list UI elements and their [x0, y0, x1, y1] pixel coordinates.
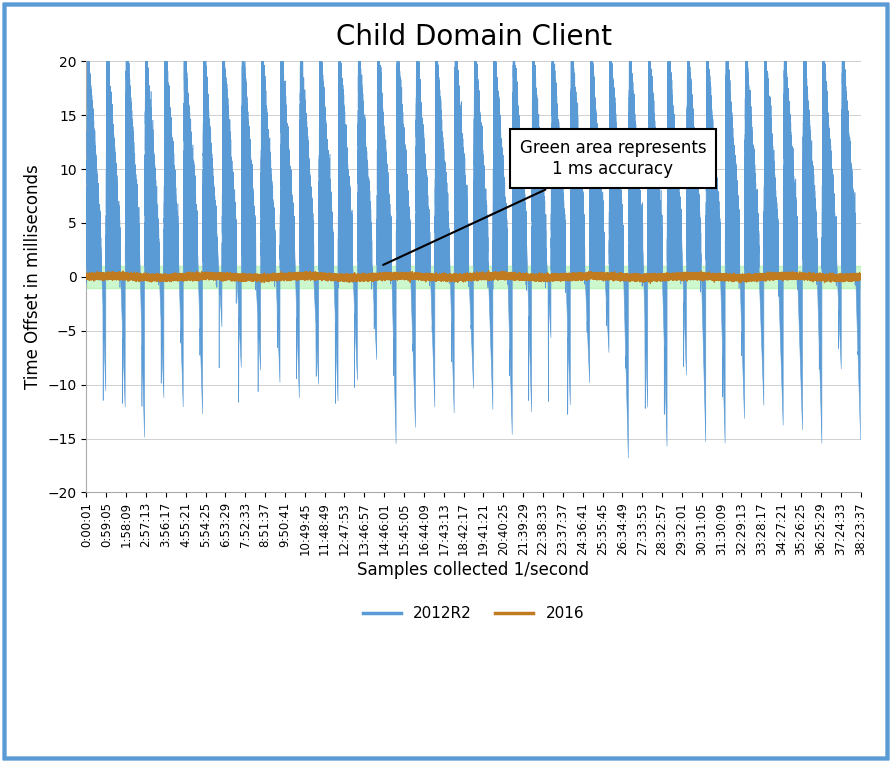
Title: Child Domain Client: Child Domain Client: [336, 23, 611, 50]
X-axis label: Samples collected 1/second: Samples collected 1/second: [357, 561, 590, 578]
Y-axis label: Time Offset in milliseconds: Time Offset in milliseconds: [24, 165, 42, 389]
Text: Green area represents
1 ms accuracy: Green area represents 1 ms accuracy: [383, 139, 707, 265]
Bar: [86, 266, 861, 287]
Legend: 2012R2, 2016: 2012R2, 2016: [356, 600, 590, 627]
